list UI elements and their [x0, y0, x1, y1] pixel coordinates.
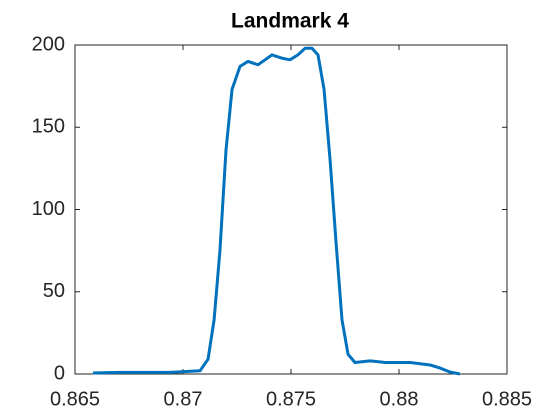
data-line [92, 46, 461, 376]
x-tick-label: 0.88 [380, 388, 419, 410]
x-tick-label: 0.885 [482, 388, 532, 410]
y-tick-label: 200 [32, 33, 65, 55]
x-tick-label: 0.87 [164, 388, 203, 410]
chart-title: Landmark 4 [231, 10, 349, 33]
y-tick-label: 0 [54, 362, 65, 384]
x-tick-label: 0.875 [266, 388, 316, 410]
y-tick-label: 50 [43, 280, 65, 302]
y-tick-label: 150 [32, 116, 65, 138]
axes-box [74, 44, 508, 375]
y-tick-label: 100 [32, 198, 65, 220]
x-tick-label: 0.865 [50, 388, 100, 410]
